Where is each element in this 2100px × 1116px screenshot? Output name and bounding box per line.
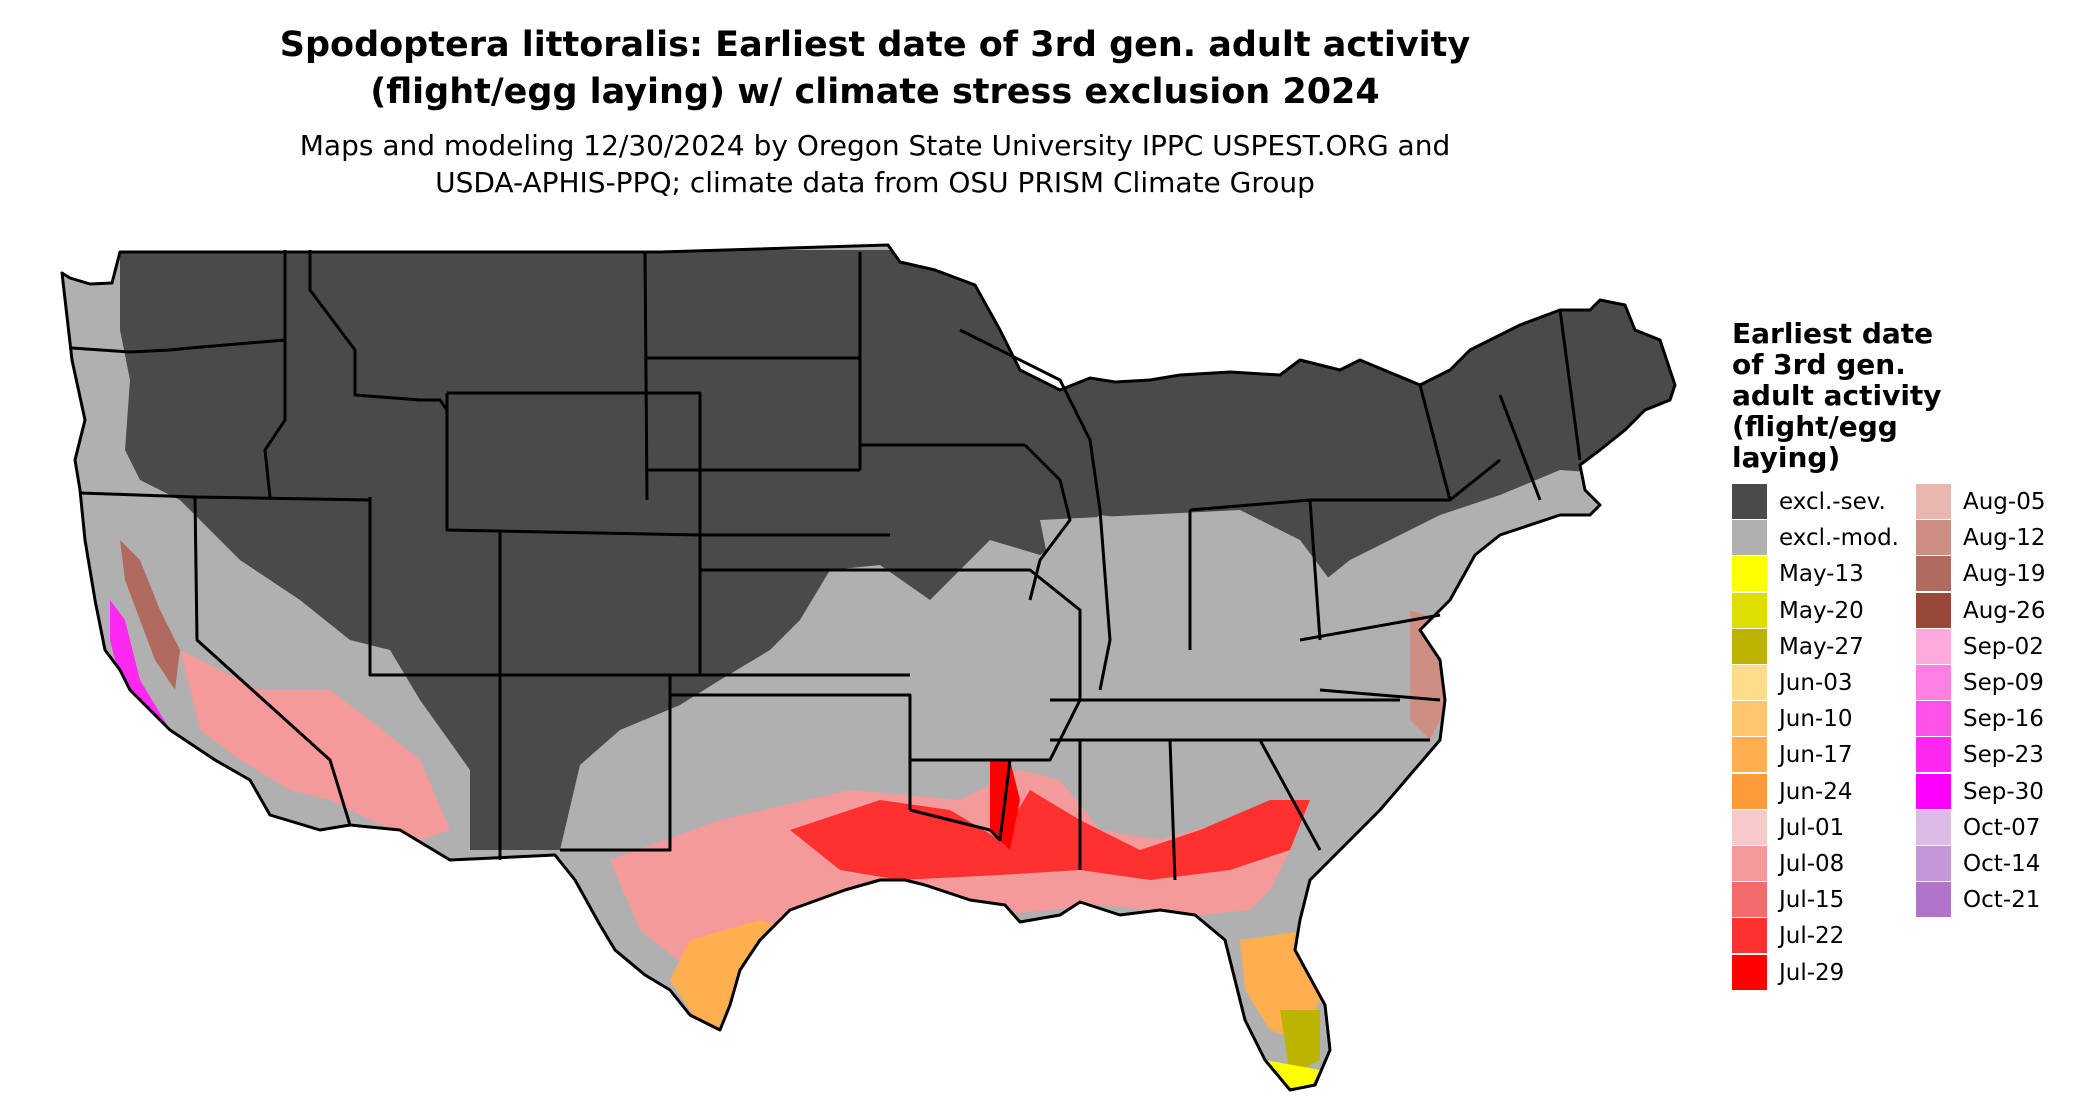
legend-label: Sep-16 (1963, 706, 2044, 732)
virginia-coast-aug (1410, 610, 1450, 740)
legend-label: Oct-14 (1963, 851, 2041, 877)
legend-label: Jun-17 (1779, 742, 1853, 768)
ar-border (910, 758, 1012, 842)
mt-east-border (643, 251, 649, 501)
legend-swatch (1732, 556, 1767, 591)
legend-swatch (1916, 593, 1951, 628)
legend-swatch (1916, 520, 1951, 555)
ne-ks-border (700, 533, 910, 677)
legend-swatch (1732, 810, 1767, 845)
florida-may-27 (1280, 1010, 1320, 1075)
wa-or-border (71, 338, 286, 354)
legend-swatch (1916, 846, 1951, 881)
legend-label: Aug-26 (1963, 598, 2046, 624)
legend-label: Jul-15 (1779, 887, 1845, 913)
legend-swatch (1732, 882, 1767, 917)
id-west-border (263, 250, 287, 498)
legend-swatch (1732, 665, 1767, 700)
legend-label: Jul-01 (1779, 815, 1845, 841)
legend-title-line: Earliest date (1732, 317, 1934, 350)
legend-swatch (1732, 484, 1767, 519)
legend-label: Sep-02 (1963, 634, 2044, 660)
severe-exclusion-region (120, 250, 1675, 850)
legend-title-line: adult activity (1732, 379, 1942, 412)
id-mt-border (308, 250, 449, 411)
legend-label: Aug-12 (1963, 525, 2046, 551)
legend-swatch (1732, 918, 1767, 953)
map-fill-layer (62, 245, 1675, 1090)
legend-title: Earliest date of 3rd gen. adult activity… (1732, 318, 2032, 473)
legend-swatch (1732, 520, 1767, 555)
legend-swatch (1732, 846, 1767, 881)
legend-swatch (1916, 810, 1951, 845)
legend-swatch (1732, 593, 1767, 628)
legend-label: Oct-21 (1963, 887, 2041, 913)
va-nc-border (1299, 613, 1441, 702)
legend-swatch (1916, 774, 1951, 809)
ky-tn-border (1050, 698, 1430, 742)
legend-label: Aug-05 (1963, 489, 2046, 515)
legend-label: excl.-sev. (1779, 489, 1886, 515)
mo-border (900, 568, 1082, 762)
legend-label: Jul-22 (1779, 923, 1845, 949)
legend-label: Sep-30 (1963, 779, 2044, 805)
legend-title-line: of 3rd gen. (1732, 348, 1906, 381)
legend-label: Aug-19 (1963, 561, 2046, 587)
legend-swatch (1916, 556, 1951, 591)
ok-tx-border (668, 693, 991, 850)
legend-swatch (1732, 701, 1767, 736)
legend-label: May-20 (1779, 598, 1864, 624)
legend-label: Sep-09 (1963, 670, 2044, 696)
legend-label: Jul-08 (1779, 851, 1845, 877)
legend-label: Sep-23 (1963, 742, 2044, 768)
texas-jun-zone (670, 920, 820, 1070)
legend-swatch (1916, 665, 1951, 700)
map-title-line2: (flight/egg laying) w/ climate stress ex… (370, 72, 1380, 112)
legend-label: Jun-24 (1779, 779, 1853, 805)
map-title-line1: Spodoptera littoralis: Earliest date of … (279, 25, 1471, 65)
legend-swatch (1732, 737, 1767, 772)
legend-label: Jun-03 (1779, 670, 1853, 696)
state-borders (60, 243, 1677, 1092)
legend-swatch (1732, 629, 1767, 664)
legend-title-line: (flight/egg (1732, 410, 1898, 443)
legend-label: excl.-mod. (1779, 525, 1899, 551)
legend-swatch (1732, 774, 1767, 809)
mn-ia-border (858, 252, 1072, 601)
us-outline (60, 243, 1677, 1092)
legend-label: Jun-10 (1779, 706, 1853, 732)
legend-swatch (1916, 629, 1951, 664)
legend-label: May-27 (1779, 634, 1864, 660)
map-subtitle-line2: USDA-APHIS-PPQ; climate data from OSU PR… (435, 166, 1315, 199)
california-central-valley (120, 540, 180, 690)
us-map (60, 243, 1677, 1092)
legend-label: Oct-07 (1963, 815, 2041, 841)
ohio-valley-moderate (1040, 510, 1330, 620)
legend-label: Jul-29 (1779, 960, 1845, 986)
legend-swatch (1916, 882, 1951, 917)
legend-swatch (1732, 955, 1767, 990)
texas-jun-03 (730, 990, 790, 1070)
map-subtitle-line1: Maps and modeling 12/30/2024 by Oregon S… (299, 129, 1451, 162)
legend-label: May-13 (1779, 561, 1864, 587)
pacific-coast-moderate (62, 260, 120, 520)
northeast-border (1310, 309, 1582, 502)
ca-nv-border (193, 496, 352, 826)
legend-swatch (1916, 737, 1951, 772)
ms-al-ga-border (1078, 739, 1322, 881)
legend-swatch (1916, 701, 1951, 736)
legend-title-line: laying) (1732, 441, 1841, 474)
wi-mi-border (959, 328, 1102, 511)
legend-swatch (1916, 484, 1951, 519)
